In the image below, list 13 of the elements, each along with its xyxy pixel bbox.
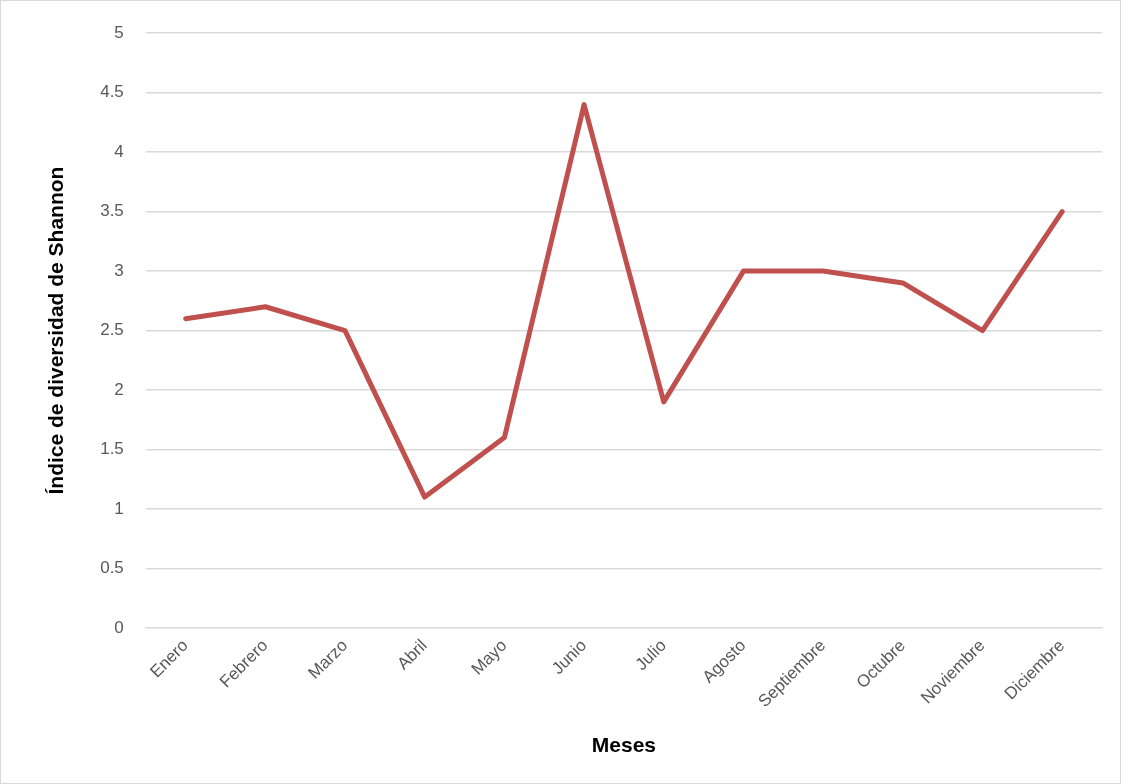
y-tick-label: 3: [114, 260, 124, 280]
y-tick-label: 4: [114, 141, 124, 161]
y-tick-label: 2: [114, 379, 124, 399]
y-tick-label: 3.5: [100, 201, 124, 221]
y-tick-label: 2.5: [100, 320, 124, 340]
y-tick-label: 0: [114, 617, 124, 637]
x-axis-title: Meses: [591, 733, 657, 757]
y-tick-label: 1: [114, 498, 124, 518]
y-tick-label: 1.5: [100, 439, 124, 459]
y-tick-label: 0.5: [100, 558, 124, 578]
y-axis-title: Índice de diversidad de Shannon: [44, 166, 68, 495]
y-tick-label: 5: [114, 22, 124, 42]
y-tick-label: 4.5: [100, 82, 124, 102]
